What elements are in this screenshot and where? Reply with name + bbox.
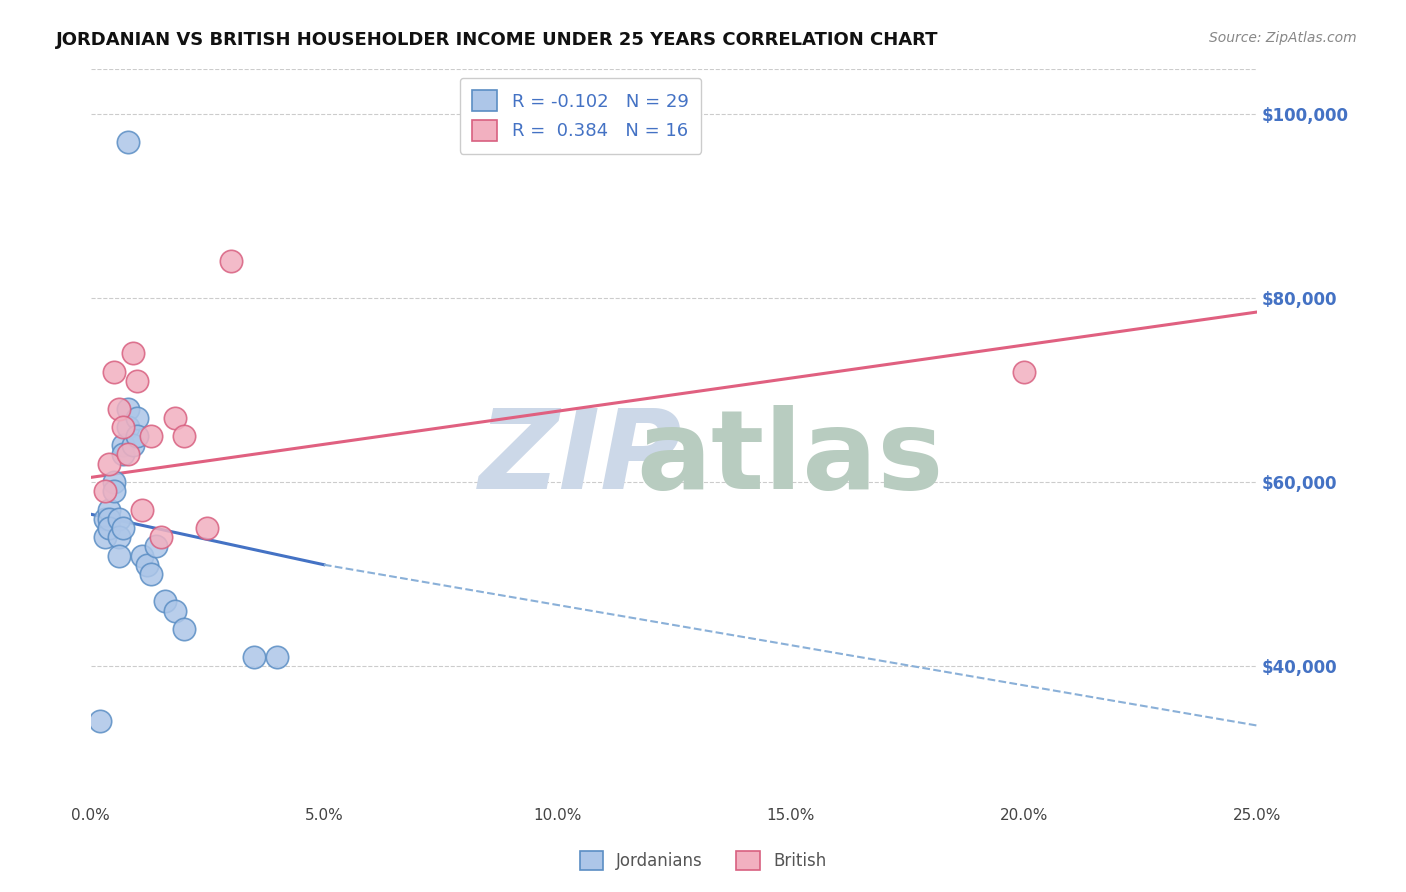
Point — [98, 521, 121, 535]
Point — [149, 530, 172, 544]
Point — [163, 410, 186, 425]
Point — [121, 346, 143, 360]
Point — [155, 594, 177, 608]
Point — [117, 447, 139, 461]
Point — [107, 401, 129, 416]
Point — [135, 558, 157, 572]
Point — [127, 374, 149, 388]
Point — [117, 135, 139, 149]
Point — [98, 512, 121, 526]
Point — [127, 429, 149, 443]
Text: ZIP: ZIP — [478, 405, 682, 512]
Text: Source: ZipAtlas.com: Source: ZipAtlas.com — [1209, 31, 1357, 45]
Point — [131, 502, 153, 516]
Point — [112, 447, 135, 461]
Point — [141, 566, 163, 581]
Point — [93, 530, 115, 544]
Point — [107, 549, 129, 563]
Point — [243, 649, 266, 664]
Point — [98, 502, 121, 516]
Point — [112, 438, 135, 452]
Point — [145, 539, 167, 553]
Legend: R = -0.102   N = 29, R =  0.384   N = 16: R = -0.102 N = 29, R = 0.384 N = 16 — [460, 78, 702, 153]
Point — [93, 512, 115, 526]
Point — [173, 429, 195, 443]
Point — [103, 365, 125, 379]
Point — [112, 521, 135, 535]
Point — [163, 604, 186, 618]
Point — [107, 512, 129, 526]
Point — [112, 420, 135, 434]
Point — [127, 410, 149, 425]
Point — [98, 457, 121, 471]
Text: atlas: atlas — [637, 405, 943, 512]
Point — [141, 429, 163, 443]
Legend: Jordanians, British: Jordanians, British — [574, 844, 832, 877]
Point — [103, 475, 125, 489]
Point — [89, 714, 111, 728]
Point — [219, 254, 242, 268]
Point — [107, 530, 129, 544]
Point — [121, 438, 143, 452]
Point — [266, 649, 288, 664]
Point — [117, 420, 139, 434]
Point — [103, 484, 125, 499]
Point — [117, 401, 139, 416]
Text: JORDANIAN VS BRITISH HOUSEHOLDER INCOME UNDER 25 YEARS CORRELATION CHART: JORDANIAN VS BRITISH HOUSEHOLDER INCOME … — [56, 31, 939, 49]
Point — [195, 521, 218, 535]
Point — [131, 549, 153, 563]
Point — [173, 622, 195, 636]
Point — [1012, 365, 1035, 379]
Point — [93, 484, 115, 499]
